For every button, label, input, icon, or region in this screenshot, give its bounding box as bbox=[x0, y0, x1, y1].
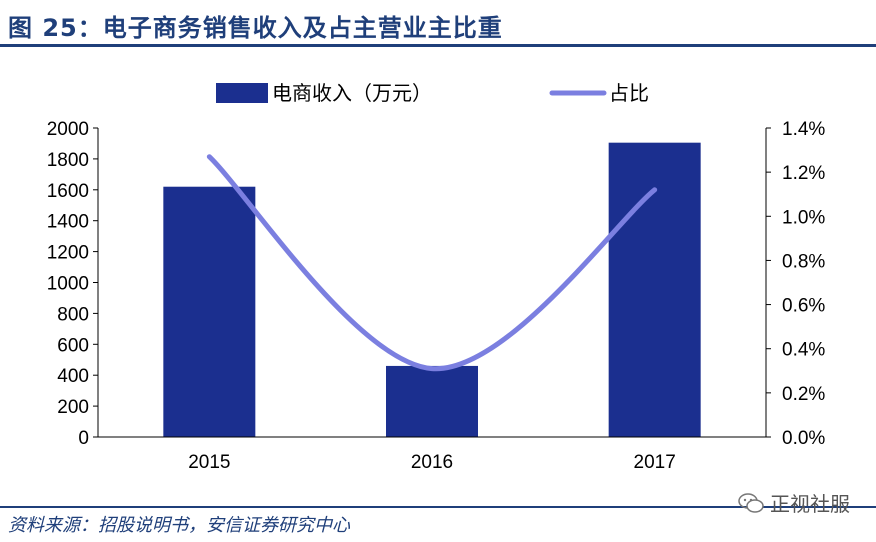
source-note: 资料来源：招股说明书，安信证券研究中心 bbox=[8, 515, 350, 536]
y-left-tick-label: 1000 bbox=[47, 274, 89, 295]
y-left-tick-label: 200 bbox=[57, 397, 89, 418]
wechat-icon bbox=[738, 492, 764, 513]
legend-label-line: 占比 bbox=[609, 82, 649, 105]
title-divider bbox=[0, 44, 876, 47]
axes: 0 200 400 600 800 1000 1200 1400 1600 1800 2000 0.0… bbox=[47, 119, 826, 473]
y-left-tick-label: 400 bbox=[57, 366, 89, 387]
y-right-tick-label: 0.2% bbox=[782, 384, 825, 405]
x-tick-label: 2016 bbox=[411, 452, 453, 473]
y-right-tick-label: 0.0% bbox=[782, 428, 825, 449]
bar-series bbox=[163, 142, 701, 438]
watermark-text: 正视社服 bbox=[770, 492, 850, 516]
combo-chart: 电商收入（万元） 占比 0 200 400 600 800 1000 1200 1400 1600… bbox=[47, 82, 826, 473]
y-right-tick-label: 1.2% bbox=[782, 163, 825, 184]
bar-2017 bbox=[608, 142, 701, 438]
y-left-tick-label: 1200 bbox=[47, 243, 89, 264]
line-series bbox=[206, 154, 658, 372]
y-right-tick-label: 0.4% bbox=[782, 340, 825, 361]
y-right-tick-label: 0.6% bbox=[782, 296, 825, 317]
y-right-tick-label: 1.4% bbox=[782, 119, 825, 140]
legend-swatch-bar bbox=[216, 83, 268, 103]
y-left-tick-label: 600 bbox=[57, 335, 89, 356]
series-line-share bbox=[206, 154, 658, 372]
chart-title: 图 25：电子商务销售收入及占主营业主比重 bbox=[8, 14, 503, 42]
y-left-tick-label: 800 bbox=[57, 304, 89, 325]
bar-2015 bbox=[163, 186, 256, 437]
y-left-tick-label: 1600 bbox=[47, 181, 89, 202]
y-left-tick-label: 0 bbox=[78, 428, 89, 449]
watermark: 正视社服 bbox=[738, 488, 850, 517]
bar-2016 bbox=[386, 365, 478, 437]
legend-label-bar: 电商收入（万元） bbox=[272, 82, 432, 105]
y-left-tick-label: 1400 bbox=[47, 212, 89, 233]
footer-divider bbox=[0, 506, 876, 508]
y-right-tick-label: 0.8% bbox=[782, 251, 825, 272]
x-tick-label: 2017 bbox=[634, 452, 676, 473]
y-right-tick-label: 1.0% bbox=[782, 207, 825, 228]
y-left-tick-label: 1800 bbox=[47, 150, 89, 171]
legend: 电商收入（万元） 占比 bbox=[216, 82, 649, 105]
y-left-tick-label: 2000 bbox=[47, 119, 89, 140]
x-tick-label: 2015 bbox=[188, 452, 230, 473]
